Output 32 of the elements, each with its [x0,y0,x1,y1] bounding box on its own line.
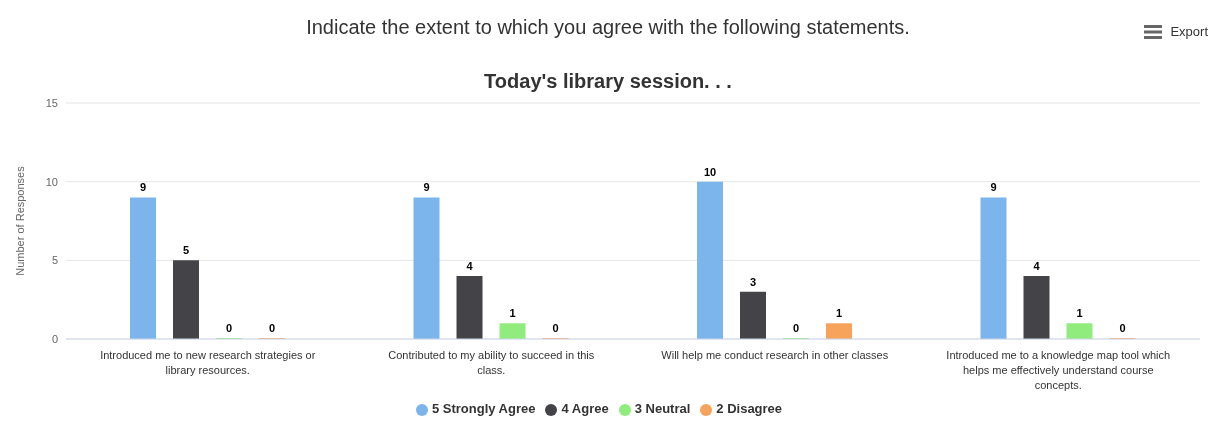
x-tick-label: Introduced me to new research strategies or library resources. [100,349,316,376]
data-label: 1 [509,307,516,320]
chart-title: Indicate the extent to which you agree with the following statements. [306,16,910,38]
x-tick-label: Introduced me to a knowledge map tool which helps me effectively understand course concepts. [946,349,1171,391]
y-axis-title: Number of Responses [13,165,26,276]
data-label: 1 [835,307,843,320]
data-label: 4 [1033,260,1041,273]
y-tick-label: 0 [51,332,58,345]
data-label: 4 [466,260,474,273]
y-tick-label: 5 [51,254,58,267]
data-label: 0 [552,322,559,334]
legend-label: 4 Agree [561,401,609,416]
data-label: 0 [1119,322,1126,334]
data-label: 0 [792,322,800,334]
data-label: 0 [225,322,233,334]
x-tick-label: Will help me conduct research in other classes [661,349,889,361]
text: Export [1170,24,1208,39]
data-label: 1 [1076,307,1083,320]
data-label: 5 [182,244,190,257]
data-label: 9 [423,181,430,194]
y-tick-label: 15 [45,96,58,109]
y-tick-label: 10 [45,175,58,188]
data-label: 9 [139,181,147,194]
chart-subtitle: Today's library session. . . [483,70,733,93]
legend-label: 3 Neutral [634,401,691,416]
legend-label: 2 Disagree [716,401,783,416]
data-label: 9 [990,181,997,194]
data-label: 3 [749,275,757,288]
x-tick-label: Contributed to my ability to succeed in this class. [388,349,595,376]
data-label: 10 [703,165,717,178]
legend-label: 5 Strongly Agree [431,401,536,416]
data-label: 0 [268,322,276,334]
